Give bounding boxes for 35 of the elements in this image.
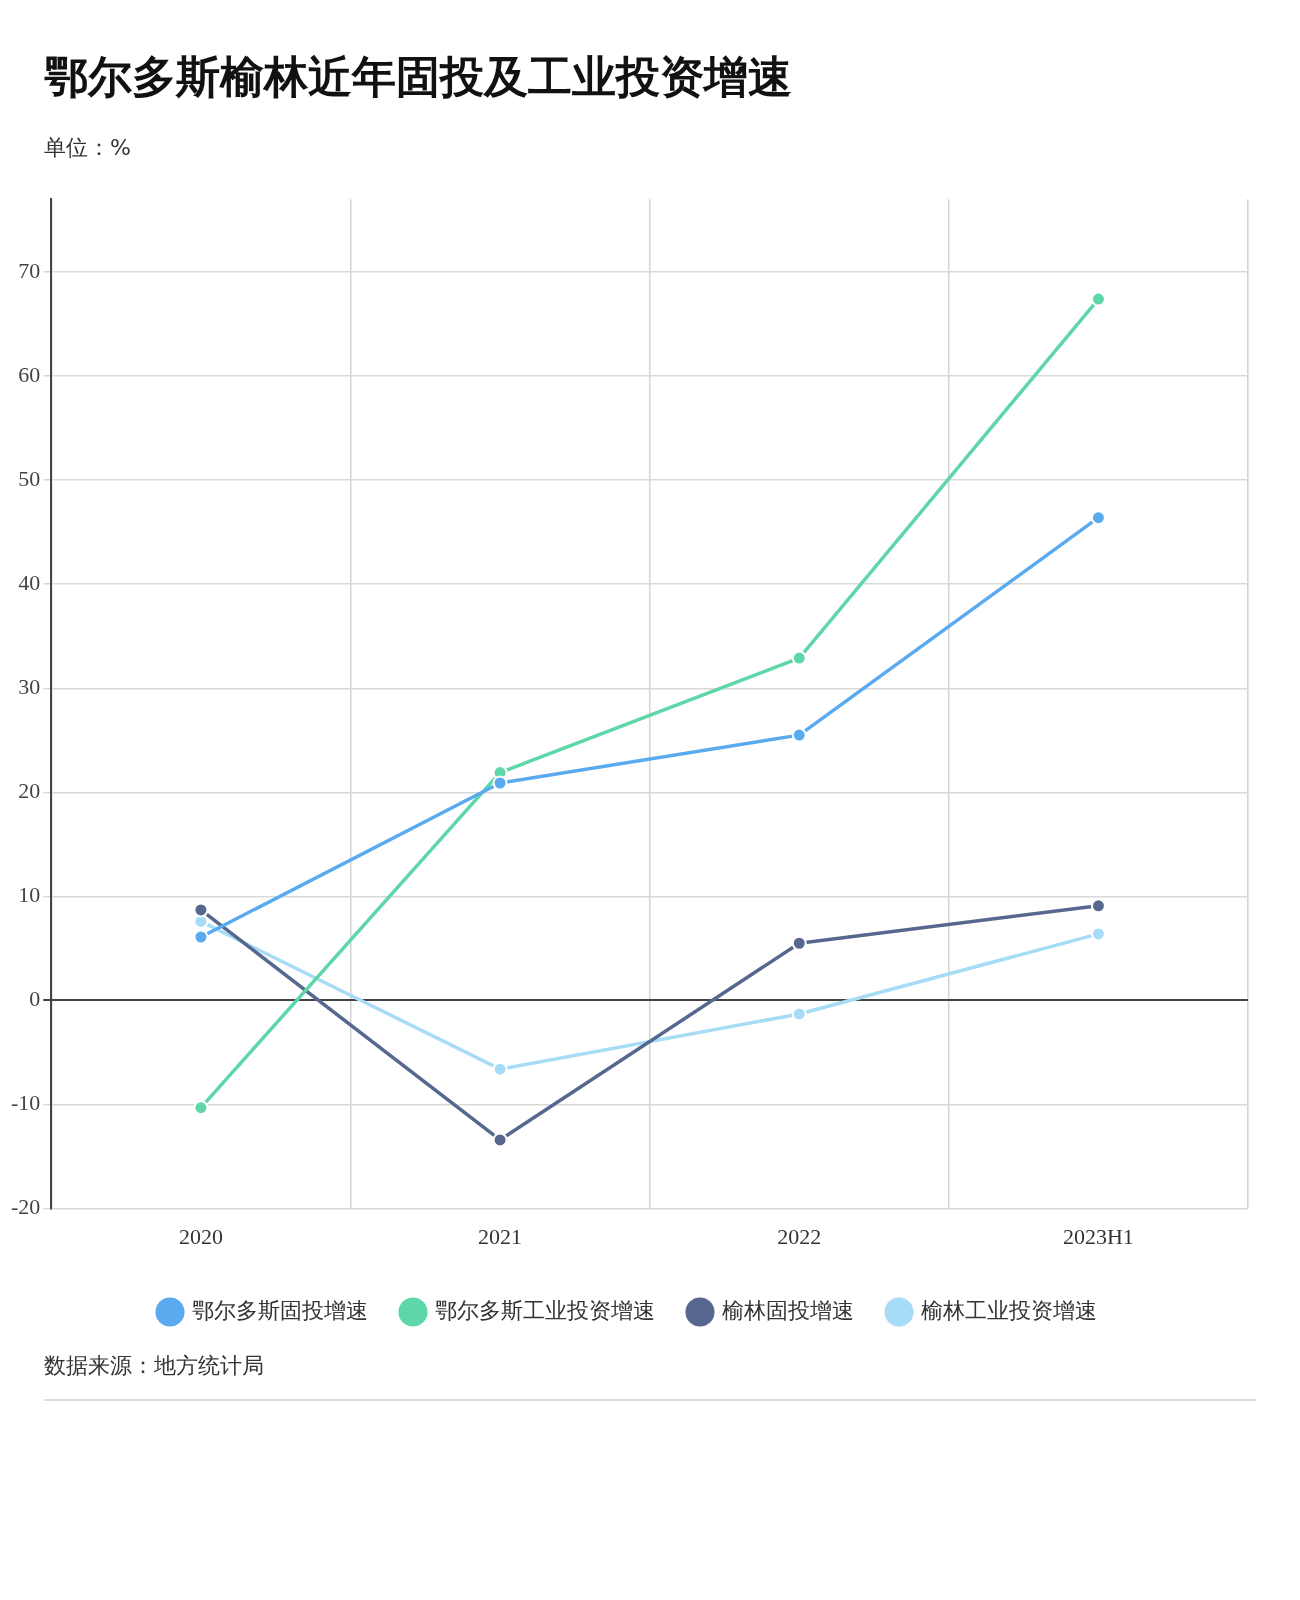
y-tick-label: 60	[18, 361, 41, 387]
x-tick-label: 2022	[777, 1223, 822, 1249]
y-tick-label: -10	[11, 1090, 41, 1116]
point	[492, 775, 508, 791]
y-tick-label: 70	[18, 257, 41, 283]
point	[492, 1132, 508, 1148]
y-tick-label: 10	[18, 882, 41, 908]
point	[791, 727, 807, 743]
chart-subtitle: 单位：%	[43, 134, 132, 162]
point	[791, 650, 807, 666]
y-tick-label: 40	[18, 570, 41, 596]
point	[1090, 291, 1106, 307]
point	[193, 902, 209, 918]
y-tick-label: 0	[29, 986, 41, 1012]
point	[791, 935, 807, 951]
y-tick-label: 50	[18, 465, 41, 491]
source-note: 数据来源：地方统计局	[44, 1351, 1256, 1401]
y-tick-label: -20	[11, 1194, 41, 1220]
point	[193, 929, 209, 945]
y-tick-label: 20	[18, 778, 41, 804]
point	[1090, 926, 1106, 942]
point	[1090, 898, 1106, 914]
x-tick-label: 2020	[178, 1223, 223, 1249]
point	[193, 1100, 209, 1116]
legend-label: 鄂尔多斯固投增速	[192, 1297, 368, 1323]
legend-label: 榆林固投增速	[722, 1297, 854, 1323]
point	[492, 1061, 508, 1077]
legend-label: 鄂尔多斯工业投资增速	[435, 1297, 655, 1323]
legend-label: 榆林工业投资增速	[921, 1297, 1097, 1323]
point	[791, 1006, 807, 1022]
y-tick-label: 30	[18, 674, 41, 700]
x-tick-label: 2021	[478, 1223, 523, 1249]
x-tick-label: 2023H1	[1062, 1223, 1134, 1249]
chart-title: 鄂尔多斯榆林近年固投及工业投资增速	[43, 52, 793, 104]
point	[1090, 510, 1106, 526]
